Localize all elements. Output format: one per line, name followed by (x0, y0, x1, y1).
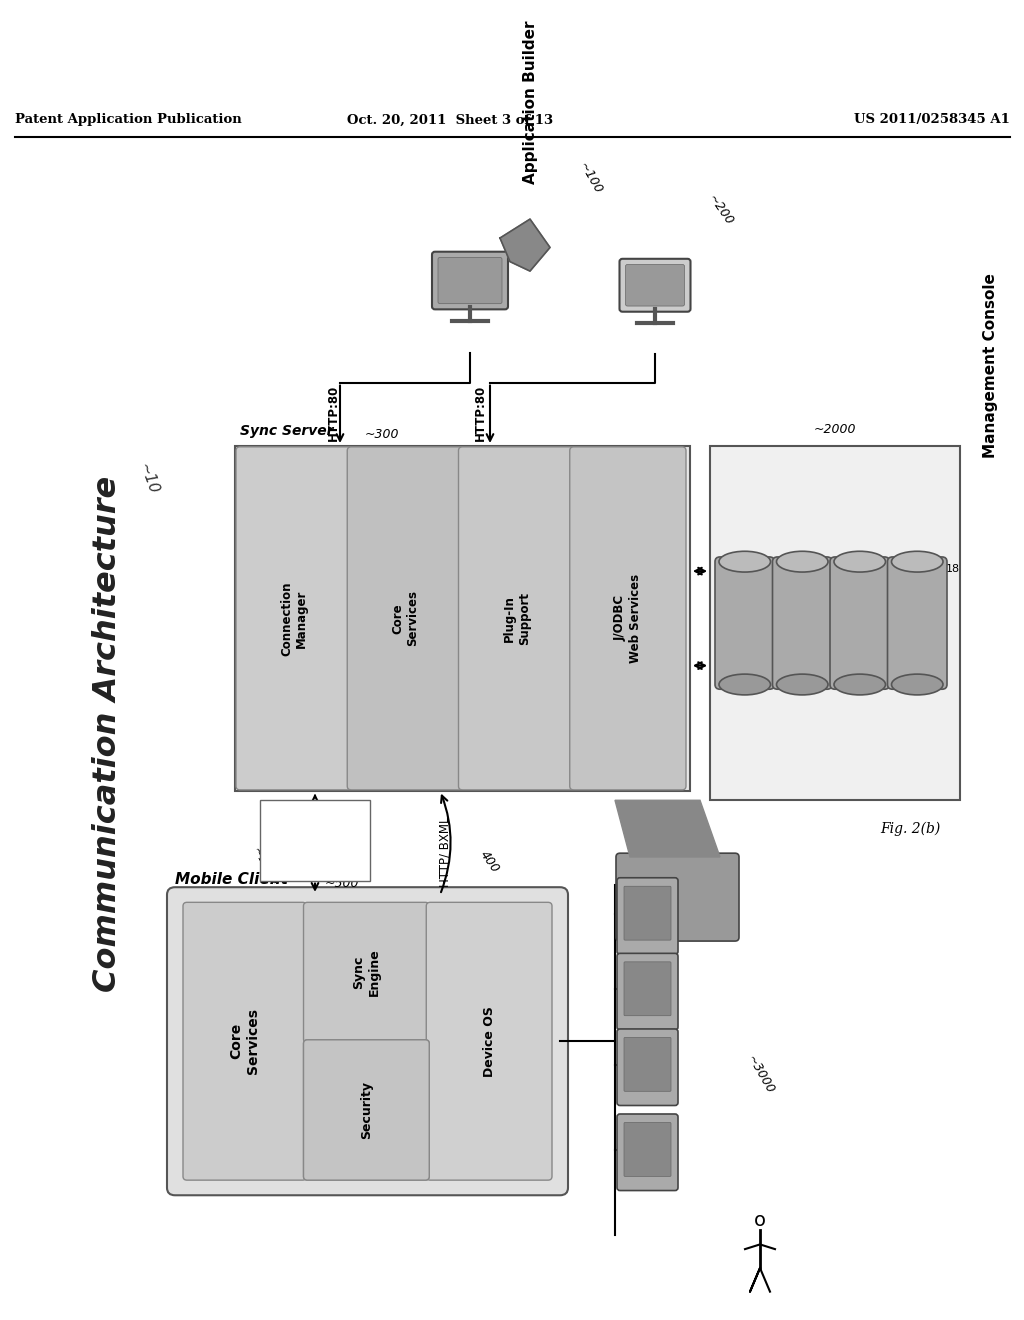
Text: ~3000: ~3000 (743, 1052, 776, 1096)
FancyBboxPatch shape (888, 557, 947, 689)
Ellipse shape (834, 675, 886, 694)
Text: Sync
Engine: Sync Engine (352, 949, 380, 997)
FancyBboxPatch shape (830, 557, 890, 689)
FancyBboxPatch shape (432, 252, 508, 309)
Text: HTTP/ BXML: HTTP/ BXML (438, 817, 452, 887)
Text: Legacy: Legacy (739, 601, 750, 645)
Text: o: o (754, 1212, 766, 1230)
Text: US 2011/0258345 A1: US 2011/0258345 A1 (854, 114, 1010, 127)
FancyBboxPatch shape (710, 446, 961, 800)
Text: Connection
Manager: Connection Manager (281, 581, 308, 656)
Text: 15: 15 (773, 564, 787, 574)
FancyBboxPatch shape (426, 903, 552, 1180)
Text: Application Builder: Application Builder (522, 21, 538, 185)
Text: 17: 17 (889, 564, 902, 574)
Ellipse shape (776, 552, 828, 572)
Text: ~200: ~200 (705, 191, 735, 227)
Text: Mobile Client: Mobile Client (175, 873, 288, 887)
Text: Plug-In
Support: Plug-In Support (503, 591, 530, 645)
Text: Data
Storage: Data Storage (352, 1082, 380, 1138)
Text: Communication Architecture: Communication Architecture (92, 477, 124, 993)
Text: ~10: ~10 (135, 461, 161, 496)
Ellipse shape (892, 675, 943, 694)
FancyBboxPatch shape (260, 800, 370, 880)
FancyBboxPatch shape (569, 447, 686, 789)
FancyBboxPatch shape (624, 962, 671, 1015)
Text: Sync Server: Sync Server (240, 424, 334, 438)
Text: ~2000: ~2000 (814, 424, 856, 437)
FancyBboxPatch shape (626, 264, 684, 306)
FancyBboxPatch shape (616, 853, 739, 941)
FancyBboxPatch shape (620, 259, 690, 312)
Polygon shape (500, 219, 550, 271)
Text: HTTP:80: HTTP:80 (473, 384, 486, 441)
Text: ~500: ~500 (325, 876, 359, 890)
FancyBboxPatch shape (624, 1038, 671, 1092)
Text: HTTP:80
WIFI
WWAN
LAN: HTTP:80 WIFI WWAN LAN (291, 812, 339, 870)
Text: Patent Application Publication: Patent Application Publication (15, 114, 242, 127)
Text: Core
Services: Core Services (229, 1008, 260, 1074)
Text: Core
Services: Core Services (391, 590, 420, 647)
FancyBboxPatch shape (617, 1114, 678, 1191)
Ellipse shape (719, 552, 770, 572)
Text: 18: 18 (946, 564, 961, 574)
Text: HTTP:80: HTTP:80 (327, 384, 340, 441)
Text: 16: 16 (831, 564, 845, 574)
FancyBboxPatch shape (347, 447, 464, 789)
Text: CRM: CRM (798, 610, 807, 636)
Text: ~300: ~300 (365, 428, 399, 441)
Ellipse shape (834, 552, 886, 572)
Ellipse shape (776, 675, 828, 694)
FancyBboxPatch shape (167, 887, 568, 1196)
Text: Oct. 20, 2011  Sheet 3 of 13: Oct. 20, 2011 Sheet 3 of 13 (347, 114, 553, 127)
Text: Management Console: Management Console (982, 273, 997, 458)
FancyBboxPatch shape (459, 447, 574, 789)
FancyBboxPatch shape (617, 878, 678, 954)
Text: ~100: ~100 (575, 160, 604, 197)
FancyBboxPatch shape (624, 886, 671, 940)
FancyBboxPatch shape (624, 1122, 671, 1176)
FancyBboxPatch shape (303, 1040, 429, 1180)
Polygon shape (615, 800, 720, 857)
FancyBboxPatch shape (183, 903, 306, 1180)
FancyBboxPatch shape (303, 903, 429, 1043)
Text: Custom: Custom (855, 599, 864, 647)
FancyBboxPatch shape (438, 257, 502, 304)
FancyBboxPatch shape (715, 557, 774, 689)
FancyBboxPatch shape (772, 557, 831, 689)
Text: ~1000: ~1000 (249, 845, 282, 888)
FancyBboxPatch shape (234, 446, 690, 791)
FancyBboxPatch shape (303, 1040, 429, 1180)
Text: 400: 400 (478, 849, 502, 875)
FancyBboxPatch shape (617, 953, 678, 1030)
Text: J/ODBC
Web Services: J/ODBC Web Services (613, 574, 642, 663)
FancyBboxPatch shape (617, 1030, 678, 1105)
Ellipse shape (719, 675, 770, 694)
FancyBboxPatch shape (236, 447, 352, 789)
Text: Security: Security (359, 1081, 373, 1139)
Text: Device OS: Device OS (482, 1006, 496, 1077)
Ellipse shape (892, 552, 943, 572)
Text: Oracle: Oracle (912, 603, 923, 643)
Text: Fig. 2(b): Fig. 2(b) (880, 821, 940, 836)
